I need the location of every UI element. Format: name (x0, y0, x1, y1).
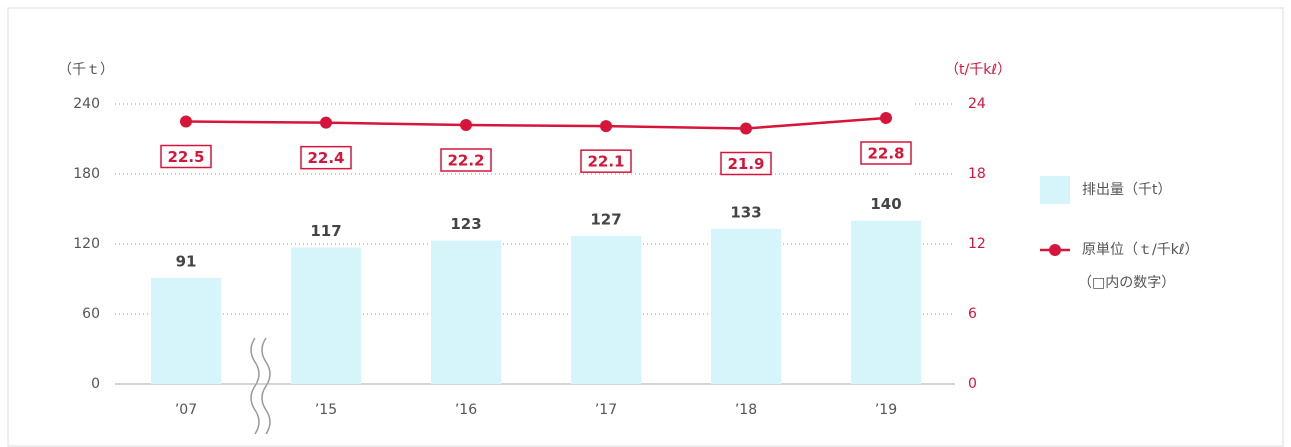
x-tick-label: ’18 (735, 402, 757, 418)
y2-tick-label: 12 (968, 236, 986, 252)
y-tick-label: 120 (73, 236, 100, 252)
x-tick-label: ’16 (455, 402, 477, 418)
line-point (880, 112, 892, 124)
line-value-label: 21.9 (727, 155, 764, 173)
y-axis-label: （千ｔ） (58, 62, 114, 78)
line-point (740, 122, 752, 135)
legend-label: 原単位（ｔ/千kℓ） (1082, 242, 1199, 258)
bar-value-label: 91 (176, 252, 197, 270)
legend-note: （□内の数字） (1078, 275, 1175, 291)
bar-value-label: 127 (590, 210, 621, 228)
bar (151, 277, 221, 384)
axis-break (250, 337, 271, 435)
line-point (600, 120, 612, 133)
bar (711, 228, 781, 384)
y2-tick-label: 0 (968, 376, 977, 392)
line-point (320, 116, 332, 129)
x-tick-label: ’15 (315, 402, 337, 418)
y2-tick-label: 18 (968, 166, 986, 182)
line-value-label: 22.8 (867, 145, 904, 163)
bar-value-label: 140 (870, 195, 901, 213)
y-tick-label: 180 (73, 166, 100, 182)
x-tick-label: ’19 (875, 402, 897, 418)
bar-value-label: 123 (450, 215, 481, 233)
bar-value-label: 117 (310, 222, 341, 240)
y2-axis-label: （t/千kℓ） (945, 62, 1011, 78)
x-tick-label: ’07 (175, 402, 197, 418)
value-box (160, 144, 212, 169)
y2-tick-label: 24 (968, 96, 986, 112)
line-point (460, 119, 472, 131)
y-tick-label: 240 (73, 96, 100, 112)
legend-swatch (1040, 176, 1070, 204)
value-box (860, 141, 912, 165)
line-value-label: 22.4 (307, 149, 344, 167)
value-box (720, 151, 772, 176)
frame (7, 7, 1284, 447)
value-box (300, 145, 352, 170)
line-value-label: 22.1 (587, 153, 624, 171)
bar-value-label: 133 (730, 203, 761, 221)
y-tick-label: 0 (91, 376, 100, 392)
line-value-label: 22.5 (167, 148, 204, 166)
bar (291, 247, 361, 384)
bar (571, 235, 641, 384)
line-value-label: 22.2 (447, 152, 484, 170)
legend-label: 排出量（千t） (1082, 182, 1172, 198)
value-box (580, 149, 632, 173)
x-tick-label: ’17 (595, 402, 617, 418)
line (185, 116, 887, 130)
y2-tick-label: 6 (968, 306, 977, 322)
y-tick-label: 60 (82, 306, 100, 322)
line-point (180, 115, 192, 128)
legend-swatch (1049, 244, 1061, 256)
value-box (440, 148, 492, 172)
bar (851, 220, 921, 384)
bar (431, 240, 501, 384)
